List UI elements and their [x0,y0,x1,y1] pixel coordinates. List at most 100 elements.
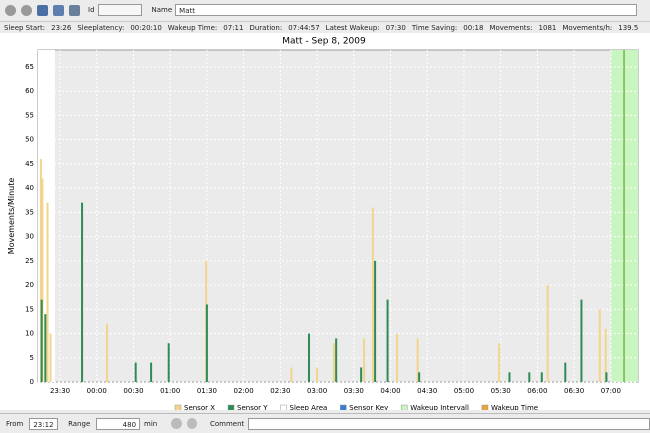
movement-bar [290,367,293,382]
legend-swatch [280,404,287,410]
legend-swatch [174,404,182,410]
id-label: Id [88,6,95,14]
stat-label: Sleeplatency: [77,23,125,32]
y-tick-label: 55 [25,111,34,119]
x-tick-label: 05:30 [491,387,511,395]
stat-label: Movements: [489,23,533,32]
y-tick-label: 35 [25,208,34,216]
stat-value: 07:30 [385,23,406,32]
y-tick-label: 20 [25,281,34,289]
x-tick-label: 01:00 [160,387,180,395]
print-button[interactable] [69,4,80,16]
movement-bar [316,367,319,382]
x-tick-label: 07:00 [601,387,621,395]
legend-label: Sensor X [184,404,215,410]
x-tick-label: 00:30 [123,387,143,395]
x-tick-label: 06:30 [564,387,584,395]
movement-bar [106,323,109,382]
x-tick-label: 05:00 [454,387,474,395]
range-unit: min [144,419,158,428]
stat-label: Sleep Start: [4,23,46,32]
y-axis-label: Movements/Minute [7,178,16,255]
stat-value: 1081 [538,23,557,32]
comment-label: Comment [209,419,245,428]
zoom-in-button[interactable] [171,418,182,429]
legend-label: Wakeup Intervall [410,404,469,410]
y-tick-label: 5 [30,354,34,362]
movement-bar [335,338,338,382]
movement-bar [39,159,42,382]
y-tick-label: 10 [25,330,34,338]
movement-bar [498,343,501,382]
movement-bar [386,299,389,382]
y-tick-label: 30 [25,233,34,241]
name-input[interactable]: Matt [175,4,638,16]
x-tick-label: 04:00 [380,387,400,395]
movement-bar [150,362,153,382]
y-tick-label: 15 [25,305,34,313]
toolbar: Id Name Matt [0,2,650,18]
zoom-out-button[interactable] [186,418,197,429]
legend-swatch [340,404,347,410]
from-label: From [6,419,24,428]
movement-bar [81,202,84,382]
range-label: Range [68,419,91,428]
movement-bar [205,304,208,382]
movement-bar [46,202,49,382]
legend-label: Sleep Area [290,404,328,410]
movement-bar [396,333,399,382]
range-input[interactable]: 480 [96,417,141,430]
name-label: Name [151,6,173,14]
legend-swatch [227,404,235,410]
movement-bar [49,333,52,382]
chart: Matt - Sep 8, 2009 Movements/Minute 0 5 10… [0,33,650,410]
movement-bar [307,333,310,382]
comment-input[interactable] [248,417,650,430]
movement-bar [416,338,419,382]
movement-bar [540,372,543,382]
stop-button[interactable] [21,4,32,16]
x-tick-label: 02:00 [234,387,254,395]
footer: From 23:12 Range 480 min Comment [0,413,650,433]
x-tick-label: 23:30 [50,387,70,395]
stat-label: Latest Wakeup: [325,23,380,32]
record-button[interactable] [5,4,16,16]
movement-bar [546,285,549,382]
stat-value: 07:11 [223,23,244,32]
plot-area [37,49,639,383]
save-button[interactable] [37,4,48,16]
movement-bar [44,314,47,382]
movement-bar [580,299,583,382]
movement-bar [360,367,363,382]
x-tick-label: 06:00 [527,387,547,395]
movement-bar [40,299,43,382]
stat-label: Movements/h: [562,23,613,32]
x-tick-label: 04:30 [417,387,437,395]
y-tick-label: 65 [25,63,34,71]
stat-value: 139.5 [618,23,639,32]
y-tick-label: 50 [25,136,34,144]
chart-title: Matt - Sep 8, 2009 [282,37,366,47]
x-tick-label: 03:30 [344,387,364,395]
y-tick-label: 25 [25,257,34,265]
stat-label: Wakeup Time: [167,23,218,32]
stat-value: 00:20:10 [130,23,162,32]
legend-swatch [481,404,489,410]
stat-label: Duration: [249,23,283,32]
movement-bar [508,372,511,382]
copy-button[interactable] [53,4,64,16]
x-tick-label: 03:00 [307,387,327,395]
x-tick-label: 02:30 [270,387,290,395]
stats-line: Sleep Start: 23:26 Sleeplatency: 00:20:10 Wa… [0,21,650,33]
stat-value: 23:26 [51,23,72,32]
x-tick-label: 01:30 [197,387,217,395]
legend-label: Sensor Key [349,404,388,410]
movement-bar [564,362,567,382]
movement-bar [371,207,374,382]
id-dropdown[interactable] [97,4,142,16]
movement-bar [598,309,601,382]
from-input[interactable]: 23:12 [29,417,59,430]
movement-bar [374,260,377,382]
stat-label: Time Saving: [411,23,458,32]
movement-bar [605,372,608,382]
